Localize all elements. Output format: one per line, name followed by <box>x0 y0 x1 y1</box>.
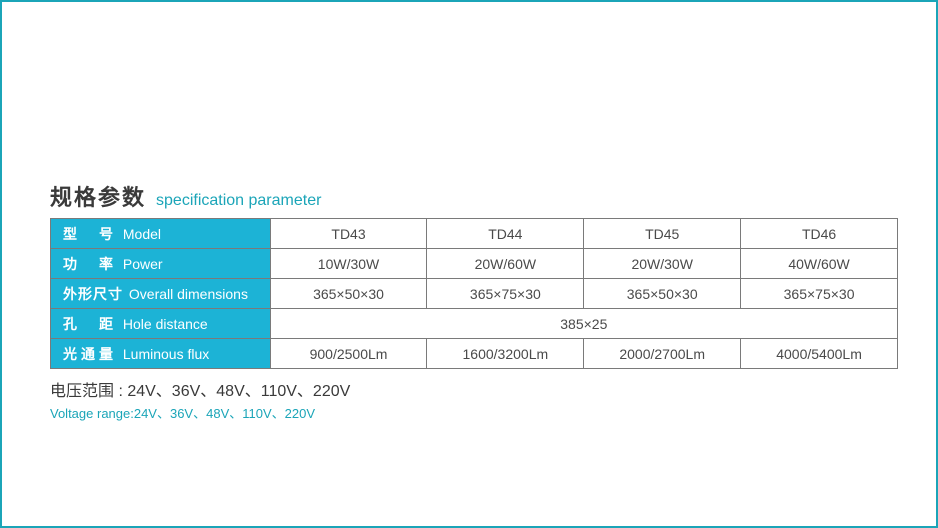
table-cell: 10W/30W <box>270 249 427 279</box>
title-cn: 规格参数 <box>50 180 146 212</box>
title-row: 规格参数 specification parameter <box>50 180 898 212</box>
table-cell: 365×75×30 <box>427 279 584 309</box>
label-en: Hole distance <box>123 316 208 332</box>
footer-en: Voltage range:24V、36V、48V、110V、220V <box>50 403 898 422</box>
table-cell: 900/2500Lm <box>270 339 427 369</box>
footer: 电压范围 : 24V、36V、48V、110V、220V Voltage ran… <box>50 377 898 422</box>
table-row: 外形尺寸 Overall dimensions 365×50×30 365×75… <box>51 279 898 309</box>
table-cell: 20W/30W <box>584 249 741 279</box>
table-row: 光通量 Luminous flux 900/2500Lm 1600/3200Lm… <box>51 339 898 369</box>
label-en: Overall dimensions <box>129 286 248 302</box>
label-cn: 功 率 <box>63 256 117 272</box>
footer-cn: 电压范围 : 24V、36V、48V、110V、220V <box>50 377 898 401</box>
table-cell: TD43 <box>270 219 427 249</box>
table-cell: 20W/60W <box>427 249 584 279</box>
table-cell: 365×50×30 <box>584 279 741 309</box>
table-cell: 40W/60W <box>741 249 898 279</box>
row-label: 型 号 Model <box>51 219 271 249</box>
table-row: 孔 距 Hole distance 385×25 <box>51 309 898 339</box>
label-cn: 型 号 <box>63 226 117 242</box>
row-label: 外形尺寸 Overall dimensions <box>51 279 271 309</box>
table-cell: TD46 <box>741 219 898 249</box>
label-cn: 光通量 <box>63 346 117 362</box>
label-cn: 孔 距 <box>63 316 117 332</box>
row-label: 光通量 Luminous flux <box>51 339 271 369</box>
table-cell: TD45 <box>584 219 741 249</box>
table-cell: 365×75×30 <box>741 279 898 309</box>
table-row: 功 率 Power 10W/30W 20W/60W 20W/30W 40W/60… <box>51 249 898 279</box>
table-cell: 365×50×30 <box>270 279 427 309</box>
spec-sheet: 规格参数 specification parameter 型 号 Model T… <box>50 180 898 422</box>
label-en: Power <box>123 256 163 272</box>
table-cell: TD44 <box>427 219 584 249</box>
row-label: 功 率 Power <box>51 249 271 279</box>
title-en: specification parameter <box>156 192 321 210</box>
table-cell: 1600/3200Lm <box>427 339 584 369</box>
table-row: 型 号 Model TD43 TD44 TD45 TD46 <box>51 219 898 249</box>
table-cell-merged: 385×25 <box>270 309 897 339</box>
table-cell: 2000/2700Lm <box>584 339 741 369</box>
table-cell: 4000/5400Lm <box>741 339 898 369</box>
row-label: 孔 距 Hole distance <box>51 309 271 339</box>
label-en: Luminous flux <box>123 346 209 362</box>
label-cn: 外形尺寸 <box>63 286 123 302</box>
label-en: Model <box>123 226 161 242</box>
spec-table: 型 号 Model TD43 TD44 TD45 TD46 功 率 Power … <box>50 218 898 369</box>
